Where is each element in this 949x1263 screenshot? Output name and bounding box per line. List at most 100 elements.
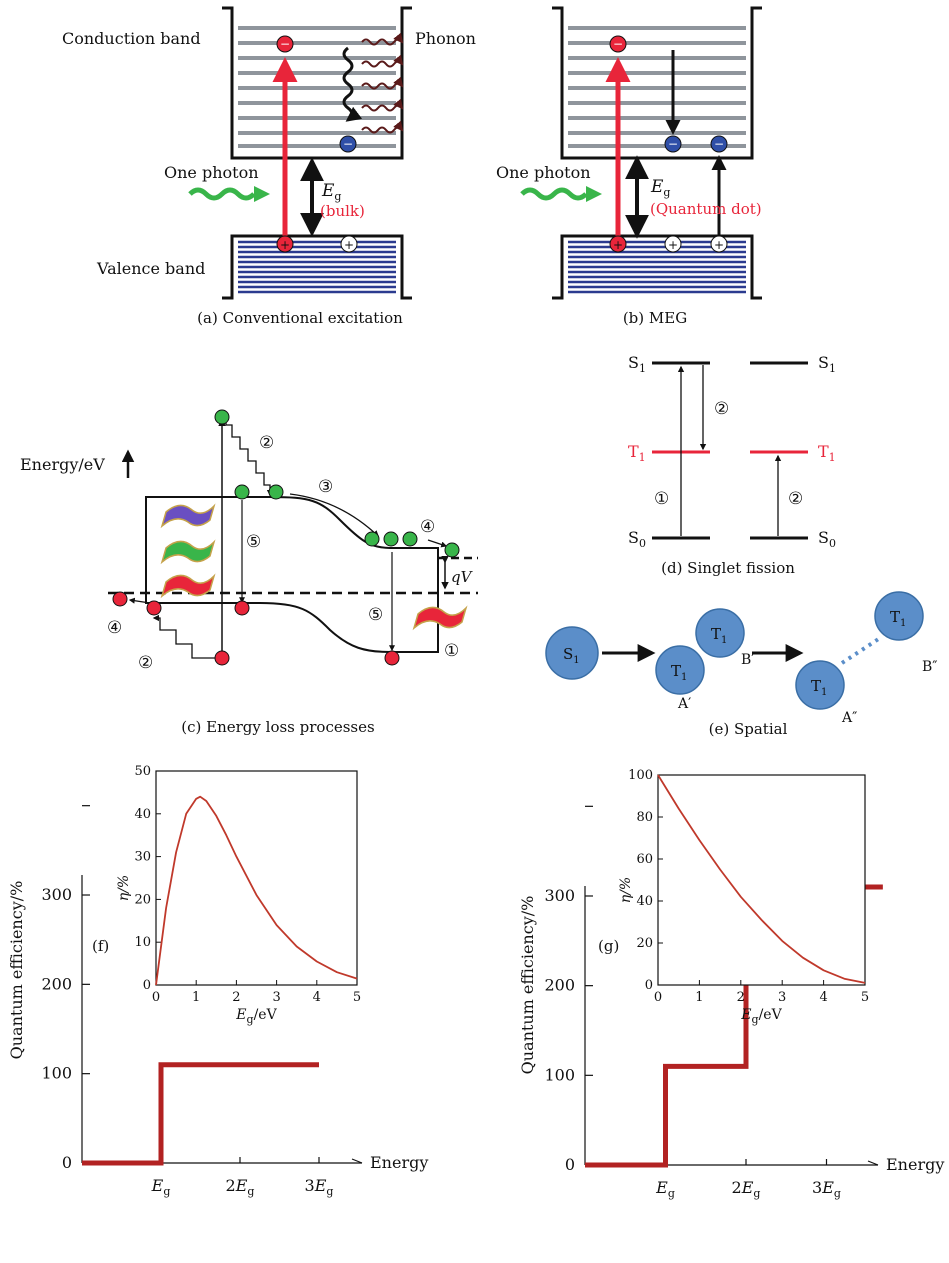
f-y-axis-label: Quantum efficiency/% bbox=[7, 881, 26, 1060]
valence-band-edge bbox=[145, 580, 439, 653]
g-inset-y-tick-label-5: 100 bbox=[628, 768, 653, 783]
panel-e: S1 T1 T1 A′ B′ T1 T1 A″ B″ (e) Spatial bbox=[545, 591, 938, 738]
f-inset-series-line bbox=[155, 795, 358, 986]
g-inset-x-tick-label-5: 5 bbox=[861, 990, 869, 1005]
t1-molecule-a1 bbox=[655, 645, 705, 695]
g-y-tick-label-0: 0 bbox=[565, 1155, 575, 1174]
hole-white bbox=[340, 235, 358, 253]
g-inset-x-tick-label-2: 2 bbox=[737, 990, 745, 1005]
f-x-tick-label-0: Eg bbox=[151, 1176, 171, 1198]
t1-molecule-b1 bbox=[695, 608, 745, 658]
g-y-axis-label: Quantum efficiency/% bbox=[518, 896, 537, 1075]
f-inset-y-tick-label-3: 30 bbox=[134, 850, 151, 865]
g-inset-y-tick-label-1: 20 bbox=[636, 936, 653, 951]
f-inset-x-tick-label-1: 1 bbox=[192, 990, 200, 1005]
caption-d: (d) Singlet fission bbox=[661, 559, 795, 577]
energy-axis-label: Energy/eV bbox=[20, 455, 105, 474]
electrons bbox=[214, 409, 460, 558]
caption-c: (c) Energy loss processes bbox=[181, 718, 374, 736]
g-x-tick-label-0: Eg bbox=[655, 1178, 675, 1200]
g-x-tick-label-2: 3Eg bbox=[812, 1178, 841, 1200]
s0-label-right: S0 bbox=[818, 528, 836, 550]
g-y-tick-label-3: 300 bbox=[544, 886, 575, 905]
transport-arrow bbox=[289, 493, 379, 537]
f-inset-x-tick-label-2: 2 bbox=[232, 990, 240, 1005]
marker-2-bottom: ② bbox=[138, 653, 153, 673]
panel-label-g: (g) bbox=[598, 937, 619, 955]
f-y-tick-label-3: 300 bbox=[41, 885, 72, 904]
minus-icon: − bbox=[613, 37, 623, 51]
f-inset-frame bbox=[155, 770, 358, 986]
bulk-label: (bulk) bbox=[320, 202, 365, 220]
valence-band-label: Valence band bbox=[96, 259, 205, 278]
minus-icon: − bbox=[343, 137, 353, 151]
conduction-levels bbox=[238, 26, 396, 148]
s1-molecule bbox=[545, 626, 599, 680]
f-inset-x-axis-label: Eg/eV bbox=[235, 1007, 277, 1026]
marker-2-d-top: ② bbox=[714, 399, 729, 419]
marker-4-left: ④ bbox=[107, 618, 122, 638]
conduction-band-label: Conduction band bbox=[62, 29, 201, 48]
g-inset-y-tick-label-3: 60 bbox=[636, 852, 653, 867]
marker-3: ③ bbox=[318, 477, 333, 497]
f-inset-y-tick-label-5: 50 bbox=[134, 764, 151, 779]
plus-icon: + bbox=[280, 238, 290, 252]
g-inset-y-axis-label: η/% bbox=[618, 877, 634, 903]
photon-arrowhead bbox=[586, 186, 602, 202]
marker-1-d: ① bbox=[654, 489, 669, 509]
electron-relaxed bbox=[664, 135, 682, 153]
t1-label-left: T1 bbox=[628, 442, 646, 464]
eg-label: Eg bbox=[321, 181, 341, 203]
valence-levels bbox=[568, 240, 746, 294]
plus-icon: + bbox=[613, 238, 623, 252]
marker-5-left: ⑤ bbox=[246, 532, 261, 552]
thermalization-path bbox=[225, 415, 274, 497]
caption-b: (b) MEG bbox=[623, 309, 687, 327]
t1-molecule-b2 bbox=[874, 591, 924, 641]
f-inset-x-tick-label-3: 3 bbox=[272, 990, 280, 1005]
photon-wave bbox=[188, 187, 256, 201]
holes bbox=[112, 591, 400, 666]
one-photon-label: One photon bbox=[164, 163, 259, 182]
g-inset-x-tick-label-1: 1 bbox=[695, 990, 703, 1005]
t1-label-b1: T1 bbox=[711, 625, 727, 646]
electron-relaxed bbox=[339, 135, 357, 153]
phonon-emission bbox=[361, 32, 404, 134]
hole-red bbox=[276, 235, 294, 253]
electron-excited bbox=[276, 35, 294, 53]
hole-white bbox=[710, 235, 728, 253]
f-inset-y-tick-label-2: 20 bbox=[134, 892, 151, 907]
caption-a: (a) Conventional excitation bbox=[197, 309, 403, 327]
f-y-tick-label-2: 200 bbox=[41, 974, 72, 993]
extraction-arrow-hole bbox=[128, 597, 151, 604]
photon-arrowhead bbox=[254, 186, 270, 202]
g-x-axis-label: Energy bbox=[886, 1155, 944, 1174]
caption-e: (e) Spatial bbox=[709, 720, 788, 738]
g-inset-y-tick-label-2: 40 bbox=[636, 894, 653, 909]
eg-label: Eg bbox=[650, 177, 670, 199]
g-inset-x-axis-label: Eg/eV bbox=[740, 1007, 782, 1026]
panel-a: − − + + Conduction band Valence band Pho… bbox=[62, 6, 476, 327]
s1-label-left: S1 bbox=[628, 353, 646, 375]
panel-label-f: (f) bbox=[92, 937, 109, 955]
g-inset-series-line bbox=[657, 774, 866, 984]
g-inset-x-tick-label-0: 0 bbox=[654, 990, 662, 1005]
g-inset-frame bbox=[657, 774, 866, 986]
plus-icon: + bbox=[668, 238, 678, 252]
conduction-band-edge bbox=[145, 496, 439, 597]
qv-label: qV bbox=[451, 568, 474, 586]
valence-band-well bbox=[552, 234, 762, 300]
s1-label-right: S1 bbox=[818, 353, 836, 375]
label-b1: B′ bbox=[741, 652, 754, 668]
g-x-axis-arrow bbox=[867, 1160, 879, 1166]
label-a2: A″ bbox=[841, 710, 857, 726]
phonon-label: Phonon bbox=[415, 29, 476, 48]
conduction-band-well bbox=[552, 6, 762, 160]
f-x-axis-label: Energy bbox=[370, 1153, 428, 1172]
f-inset-x-tick-label-4: 4 bbox=[313, 990, 321, 1005]
f-y-tick-label-1: 100 bbox=[41, 1064, 72, 1083]
f-inset-x-tick-label-0: 0 bbox=[152, 990, 160, 1005]
t1-label-a1: T1 bbox=[671, 662, 687, 683]
f-inset-x-tick-label-5: 5 bbox=[353, 990, 361, 1005]
